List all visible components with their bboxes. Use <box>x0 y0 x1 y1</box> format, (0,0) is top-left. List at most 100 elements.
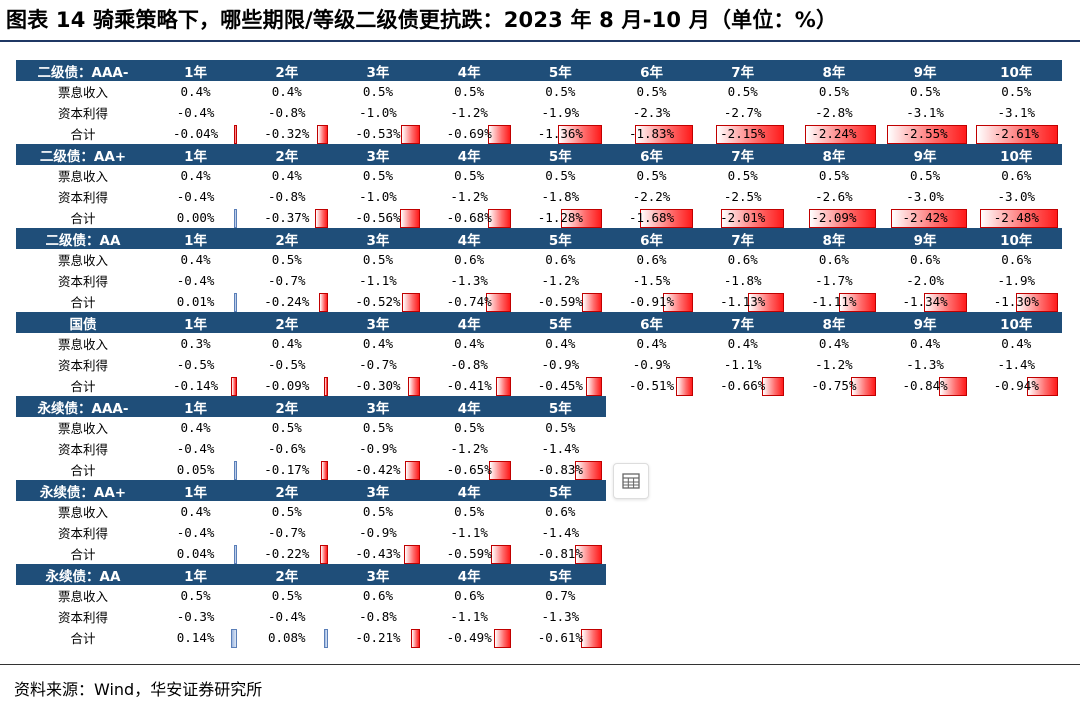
value-cell: -1.13% <box>697 291 788 312</box>
value-cell: -0.7% <box>241 270 332 291</box>
capital-value: -0.7% <box>359 357 397 372</box>
coupon-value: 0.4% <box>910 336 941 351</box>
total-value: -0.17% <box>264 462 310 477</box>
row-label: 合计 <box>70 295 96 310</box>
capital-value: -1.4% <box>997 357 1036 372</box>
total-value: -0.51% <box>628 378 675 393</box>
value-cell: -1.36% <box>515 123 606 144</box>
total-value: -0.66% <box>720 378 766 393</box>
total-row: 合计 0.14% 0.08% -0.21% -0.49% -0.61% <box>16 627 606 648</box>
capital-value: -1.2% <box>450 105 488 120</box>
table-icon[interactable] <box>613 463 649 499</box>
row-label: 资本利得 <box>57 358 108 373</box>
coupon-value: 0.4% <box>362 336 394 351</box>
coupon-value: 0.4% <box>180 168 211 183</box>
row-label: 票息收入 <box>57 337 108 352</box>
tenor-header: 1年 <box>184 484 208 501</box>
tenor-header: 4年 <box>457 64 481 81</box>
capital-value: -2.0% <box>906 273 944 288</box>
total-value: -0.42% <box>355 462 401 477</box>
value-cell: 0.5% <box>424 165 515 186</box>
value-cell: -0.04% <box>150 123 241 144</box>
coupon-row: 票息收入 0.4% 0.5% 0.5% 0.5% 0.6% <box>16 501 606 522</box>
value-cell: 0.6% <box>880 249 971 270</box>
capital-value: -1.7% <box>815 273 853 288</box>
tenor-header: 3年 <box>366 316 390 333</box>
value-cell: -0.84% <box>880 375 971 396</box>
tenor-header: 5年 <box>548 484 572 501</box>
table-block: 二级债：AA+ 1年 2年 3年 4年 5年 6年 7年 8年 9年 10年 票息收入 0.4% 0.4%… <box>16 144 1062 228</box>
coupon-value: 0.4% <box>271 84 302 99</box>
total-value: -0.41% <box>446 378 492 393</box>
value-cell: -2.09% <box>788 207 879 228</box>
value-cell: -1.1% <box>424 606 515 627</box>
coupon-value: 0.5% <box>271 588 302 603</box>
negative-data-bar <box>635 125 694 144</box>
value-cell: 0.00% <box>150 207 241 228</box>
capital-value: -1.9% <box>541 105 580 120</box>
row-label: 合计 <box>70 379 96 394</box>
positive-data-bar <box>233 293 238 312</box>
total-value: -0.81% <box>537 546 583 561</box>
tenor-header: 7年 <box>731 232 755 249</box>
negative-data-bar <box>323 377 329 396</box>
coupon-value: 0.6% <box>818 252 849 267</box>
value-cell: 0.5% <box>788 165 879 186</box>
table-block: 二级债：AAA- 1年 2年 3年 4年 5年 6年 7年 8年 9年 10年 票息收入 0.4% 0.4… <box>16 60 1062 144</box>
row-label: 合计 <box>70 463 96 478</box>
total-value: -2.09% <box>811 210 857 225</box>
coupon-value: 0.5% <box>454 504 485 519</box>
value-cell: 0.4% <box>150 249 241 270</box>
coupon-value: 0.5% <box>362 420 394 435</box>
value-cell: 0.4% <box>150 81 241 102</box>
value-cell: -2.3% <box>606 102 697 123</box>
coupon-value: 0.6% <box>545 504 576 519</box>
row-label: 资本利得 <box>57 190 108 205</box>
coupon-value: 0.4% <box>271 168 302 183</box>
value-cell: 0.5% <box>880 165 971 186</box>
value-cell: -1.8% <box>515 186 606 207</box>
negative-data-bar <box>487 125 511 144</box>
value-cell: -0.4% <box>150 186 241 207</box>
total-value: -0.65% <box>446 462 492 477</box>
negative-data-bar <box>1016 293 1058 312</box>
capital-value: -1.9% <box>997 273 1036 288</box>
value-cell: 0.14% <box>150 627 241 648</box>
value-cell: 0.08% <box>241 627 332 648</box>
total-value: 0.14% <box>176 630 215 645</box>
total-value: -0.24% <box>264 294 310 309</box>
coupon-value: 0.5% <box>818 168 849 183</box>
tenor-header: 5年 <box>548 568 572 585</box>
value-cell: -0.74% <box>424 291 515 312</box>
total-value: 0.08% <box>267 630 306 645</box>
negative-data-bar <box>716 125 785 144</box>
coupon-value: 0.5% <box>362 84 394 99</box>
value-cell: -3.0% <box>880 186 971 207</box>
value-cell: -0.8% <box>332 606 423 627</box>
value-cell: -1.3% <box>880 354 971 375</box>
negative-data-bar <box>401 125 420 144</box>
table-block: 二级债：AA 1年 2年 3年 4年 5年 6年 7年 8年 9年 10年 票息收入 0.4% 0.5% 0… <box>16 228 1062 312</box>
tenor-header: 5年 <box>548 400 572 417</box>
total-value: -0.91% <box>628 294 675 309</box>
source-note: 资料来源：Wind，华安证券研究所 <box>14 680 263 699</box>
value-cell: 0.5% <box>424 501 515 522</box>
total-value: -2.15% <box>720 126 766 141</box>
row-label: 合计 <box>70 127 96 142</box>
negative-data-bar <box>574 461 602 480</box>
negative-data-bar <box>558 125 602 144</box>
coupon-value: 0.5% <box>636 84 667 99</box>
total-value: -1.13% <box>720 294 766 309</box>
capital-value: -0.8% <box>359 609 397 624</box>
capital-value: -1.4% <box>541 441 580 456</box>
total-value: -1.30% <box>993 294 1039 309</box>
value-cell: -1.2% <box>515 270 606 291</box>
value-cell: -0.4% <box>150 522 241 543</box>
capital-value: -0.4% <box>176 441 215 456</box>
capital-value: -1.3% <box>450 273 488 288</box>
capital-value: -0.7% <box>267 525 306 540</box>
row-label: 票息收入 <box>57 505 108 520</box>
capital-value: -0.5% <box>176 357 215 372</box>
value-cell: 0.6% <box>515 501 606 522</box>
tenor-header: 5年 <box>548 148 572 165</box>
